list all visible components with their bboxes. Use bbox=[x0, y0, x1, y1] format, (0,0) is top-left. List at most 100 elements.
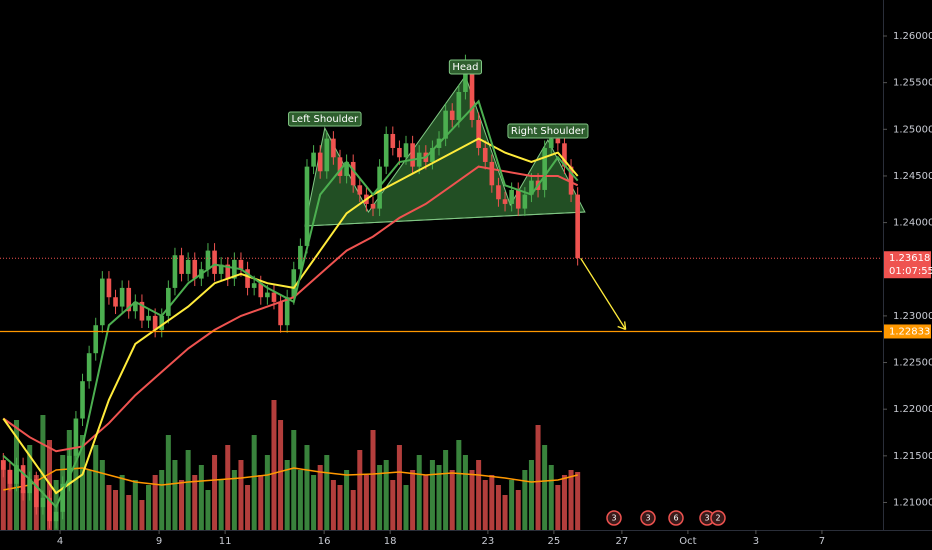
candle-body bbox=[133, 301, 138, 312]
candle-body bbox=[60, 483, 66, 512]
volume-bar bbox=[330, 480, 336, 530]
volume-bar bbox=[271, 400, 277, 530]
volume-bar bbox=[561, 475, 567, 530]
volume-bar bbox=[126, 495, 132, 530]
y-tick-label: 1.26000 bbox=[893, 31, 932, 42]
candle-body bbox=[476, 119, 481, 148]
candle-body bbox=[548, 138, 554, 148]
volume-bar bbox=[7, 470, 13, 530]
event-flag bbox=[606, 510, 622, 526]
candle-body bbox=[258, 283, 264, 298]
pattern-label-text: Left Shoulder bbox=[292, 114, 359, 125]
pattern-label-text: Head bbox=[452, 62, 478, 73]
candle-body bbox=[14, 465, 19, 484]
projection-arrow bbox=[580, 257, 627, 330]
candle-body bbox=[271, 292, 277, 302]
volume-bar bbox=[509, 480, 515, 530]
pattern-label-box bbox=[288, 111, 362, 127]
candle-body bbox=[383, 133, 389, 167]
volume-bar bbox=[449, 470, 455, 530]
candle-body bbox=[502, 199, 508, 204]
volume-bar bbox=[476, 460, 482, 530]
volume-bar bbox=[357, 450, 363, 530]
candle-body bbox=[179, 255, 184, 274]
volume-bar bbox=[264, 455, 270, 530]
volume-bar bbox=[205, 490, 211, 530]
candle-body bbox=[542, 147, 547, 190]
candle-body bbox=[73, 418, 79, 456]
volume-bar bbox=[370, 430, 376, 530]
candle-body bbox=[304, 166, 310, 246]
candle-body bbox=[555, 138, 561, 144]
volume-bar bbox=[0, 460, 6, 530]
candle-body bbox=[113, 297, 118, 307]
candle-body bbox=[0, 460, 6, 470]
candle-body bbox=[449, 110, 455, 120]
volume-bar bbox=[159, 470, 165, 530]
volume-bar bbox=[192, 475, 198, 530]
candle-body bbox=[357, 185, 363, 195]
y-tick-label: 1.22500 bbox=[893, 358, 932, 369]
event-count: 3 bbox=[611, 514, 616, 523]
target-label: 1.22833 bbox=[889, 326, 930, 337]
volume-bar bbox=[436, 465, 442, 530]
pattern-label-text: Right Shoulder bbox=[511, 126, 586, 137]
event-flag bbox=[668, 510, 684, 526]
candle-body bbox=[410, 143, 415, 167]
candle-body bbox=[218, 264, 224, 274]
volume-bar bbox=[456, 440, 462, 530]
volume-bar bbox=[297, 470, 303, 530]
pattern-label: Left Shoulder bbox=[288, 111, 362, 127]
candle-body bbox=[456, 91, 462, 120]
candle-body bbox=[159, 315, 165, 330]
candle-body bbox=[139, 301, 145, 321]
x-tick-label: 23 bbox=[482, 536, 495, 547]
volume-bar bbox=[284, 460, 290, 530]
volume-bar bbox=[535, 425, 541, 530]
volume-bar bbox=[80, 435, 86, 530]
volume-bar bbox=[495, 485, 501, 530]
candle-body bbox=[416, 152, 422, 167]
y-tick-label: 1.21500 bbox=[893, 451, 932, 462]
candle-body bbox=[515, 189, 521, 209]
volume-bar bbox=[251, 435, 257, 530]
volume-bar bbox=[489, 475, 495, 530]
candle-body bbox=[166, 287, 171, 316]
x-tick-label: 18 bbox=[384, 536, 397, 547]
volume-bar bbox=[106, 485, 112, 530]
candle-body bbox=[370, 203, 376, 209]
volume-bar bbox=[258, 475, 264, 530]
candle-body bbox=[298, 245, 303, 270]
volume-bar bbox=[377, 465, 383, 530]
volume-bar bbox=[238, 460, 244, 530]
candle-body bbox=[100, 278, 105, 326]
volume-bar bbox=[86, 470, 92, 530]
volume-bar bbox=[568, 470, 574, 530]
volume-bar bbox=[99, 460, 105, 530]
x-tick-label: 9 bbox=[156, 536, 162, 547]
volume-bar bbox=[403, 485, 409, 530]
x-tick-label: 3 bbox=[753, 536, 759, 547]
candle-body bbox=[106, 278, 112, 298]
volume-bar bbox=[291, 430, 297, 530]
volume-bar bbox=[324, 455, 330, 530]
volume-bar bbox=[555, 485, 561, 530]
candle-body bbox=[47, 497, 52, 522]
x-tick-label: 16 bbox=[318, 536, 331, 547]
volume-bar bbox=[443, 450, 449, 530]
candle-body bbox=[344, 161, 349, 176]
candle-body bbox=[331, 138, 336, 158]
candle-body bbox=[212, 250, 217, 274]
volume-bar bbox=[429, 460, 435, 530]
candle-body bbox=[443, 110, 448, 139]
volume-bar bbox=[522, 470, 528, 530]
pattern-label-box bbox=[448, 59, 483, 75]
volume-bar bbox=[119, 475, 125, 530]
volume-bar bbox=[542, 445, 548, 530]
volume-bar bbox=[462, 455, 468, 530]
candle-body bbox=[232, 259, 237, 279]
candle-body bbox=[146, 315, 151, 321]
candle-body bbox=[40, 497, 46, 508]
neckline bbox=[304, 211, 585, 227]
volume-bar bbox=[40, 415, 46, 530]
